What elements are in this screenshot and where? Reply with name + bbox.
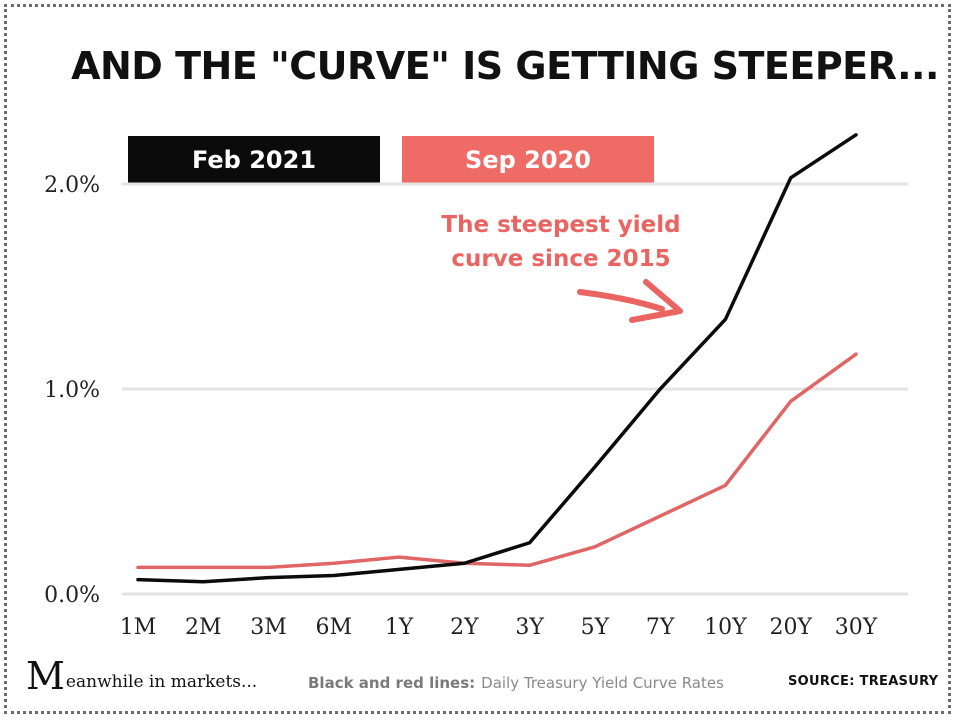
annotation-arrow-icon xyxy=(577,279,683,323)
y-tick-label: 0.0% xyxy=(44,583,100,608)
x-tick-label: 5Y xyxy=(581,615,610,640)
annotation-line-1: The steepest yield xyxy=(441,212,681,238)
annotation-text: The steepest yield curve since 2015 xyxy=(430,208,692,276)
footer-note-text: Daily Treasury Yield Curve Rates xyxy=(481,674,724,692)
x-tick-label: 10Y xyxy=(704,615,747,640)
x-tick-label: 2M xyxy=(185,615,222,640)
brand-logo: M eanwhile in markets... xyxy=(26,655,257,695)
x-tick-label: 1M xyxy=(120,615,157,640)
x-tick-label: 1Y xyxy=(385,615,414,640)
annotation-line-2: curve since 2015 xyxy=(451,246,671,272)
y-tick-label: 2.0% xyxy=(44,173,100,198)
chart-title: AND THE "CURVE" IS GETTING STEEPER... xyxy=(71,44,939,88)
brand-initial: M xyxy=(26,654,65,698)
legend-feb-2021: Feb 2021 xyxy=(128,136,380,184)
x-tick-label: 3M xyxy=(250,615,287,640)
x-tick-label: 3Y xyxy=(515,615,544,640)
x-tick-label: 30Y xyxy=(835,615,878,640)
legend-sep-2020: Sep 2020 xyxy=(402,136,654,184)
series-line-feb-2021 xyxy=(136,133,858,584)
x-tick-label: 2Y xyxy=(450,615,479,640)
footer-source: SOURCE: TREASURY xyxy=(788,674,938,689)
x-tick-label: 7Y xyxy=(646,615,675,640)
x-tick-label: 20Y xyxy=(769,615,812,640)
y-tick-label: 1.0% xyxy=(44,378,100,403)
footer-note: Black and red lines: Daily Treasury Yield… xyxy=(308,674,724,692)
dotted-frame xyxy=(4,4,951,714)
series-line-sep-2020 xyxy=(136,352,858,570)
footer-note-label: Black and red lines: xyxy=(308,674,476,692)
source-value: TREASURY xyxy=(859,674,939,689)
brand-name: eanwhile in markets... xyxy=(65,672,258,692)
x-tick-label: 6M xyxy=(316,615,353,640)
source-label: SOURCE: xyxy=(788,674,855,689)
